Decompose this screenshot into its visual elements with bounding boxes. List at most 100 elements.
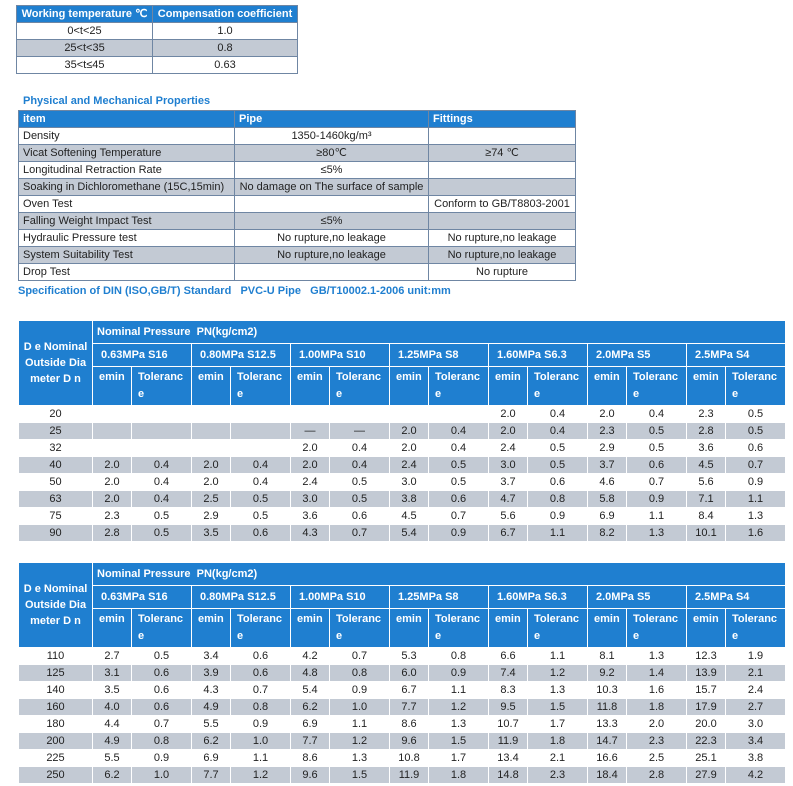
dimension-box: D e Nominal Outside Diameter D n Nominal … [18,320,786,542]
de-cell: 180 [18,715,93,733]
value-cell: 2.7 [92,647,132,665]
value-cell: 1.1 [329,715,390,733]
value-cell: 3.6 [686,439,726,457]
value-cell: 0.6 [230,647,291,665]
value-cell: 0.4 [131,490,192,508]
table-row: 250 6.2 1.0 7.7 1.2 9.6 1.5 11.9 1.8 14.8 2.3 18.4 2… [18,766,786,784]
value-cell: 4.9 [92,732,132,750]
value-cell: 12.3 [686,647,726,665]
value-cell: 0.4 [131,473,192,491]
dimension-table: D e Nominal Outside Diameter D n Nominal … [18,562,786,784]
sub-header: emin [92,608,132,648]
value-cell: 2.8 [686,422,726,440]
value-cell: 2.3 [686,405,726,423]
value-cell: 5.6 [488,507,528,525]
de-header: D e Nominal Outside Diameter D n [18,562,93,648]
value-cell: 2.5 [626,749,687,767]
value-cell: 0.4 [131,456,192,474]
value-cell: 0.6 [131,698,192,716]
value-cell: 0.5 [131,647,192,665]
value-cell: 20.0 [686,715,726,733]
value-cell: 2.0 [290,456,330,474]
value-cell: 3.8 [389,490,429,508]
value-cell: 8.6 [389,715,429,733]
value-cell: 3.6 [290,507,330,525]
value-cell: 5.4 [389,524,429,542]
header-cell: Compensation coefficient [152,5,298,23]
value-cell: 2.1 [725,664,786,682]
value-cell: 0.5 [230,507,291,525]
value-cell: 2.0 [488,422,528,440]
sub-header: Tolerance [527,608,588,648]
sub-header: Tolerance [428,366,489,406]
value-cell: 2.4 [488,439,528,457]
value-cell: 0.6 [131,664,192,682]
header-row: D e Nominal Outside Diameter D n Nominal … [18,320,786,406]
value-cell: 13.9 [686,664,726,682]
value-cell: 0.7 [428,507,489,525]
value-cell: 0.4 [230,456,291,474]
value-cell: 4.3 [290,524,330,542]
class-header: 0.80MPa S12.5 [191,343,291,367]
table-row: Vicat Softening Temperature ≥80℃ ≥74 ℃ [18,144,576,162]
value-cell: 1.2 [230,766,291,784]
value-cell: 0.5 [725,422,786,440]
value-cell: 0.7 [725,456,786,474]
de-cell: 40 [18,456,93,474]
table-row: 25— —2.0 0.4 2.0 0.4 2.3 0.5 2.8 0.5 [18,422,786,440]
value-cell: 2.9 [191,507,231,525]
value-cell: 0.6 [725,439,786,457]
value-cell: 4.6 [587,473,627,491]
class-header: 2.5MPa S4 [686,585,786,609]
de-cell: 225 [18,749,93,767]
value-cell: 0.7 [329,647,390,665]
class-header: 1.25MPa S8 [389,585,489,609]
de-cell: 160 [18,698,93,716]
value-cell: 13.4 [488,749,528,767]
value-cell: 1.2 [329,732,390,750]
value-cell: 6.2 [92,766,132,784]
value-cell: 18.4 [587,766,627,784]
sub-header: Tolerance [329,608,390,648]
value-cell: 10.1 [686,524,726,542]
value-cell: — [290,422,330,440]
table-cell: No rupture [428,263,576,281]
table-cell: 0.8 [152,39,298,57]
value-cell: 1.2 [428,698,489,716]
value-cell: 1.0 [230,732,291,750]
value-cell: 0.9 [428,524,489,542]
value-cell: 7.1 [686,490,726,508]
value-cell: 4.3 [191,681,231,699]
value-cell: 1.0 [131,766,192,784]
class-header: 0.63MPa S16 [92,343,192,367]
value-cell: 0.5 [527,456,588,474]
table-cell [428,178,576,196]
de-cell: 25 [18,422,93,440]
value-cell: 7.4 [488,664,528,682]
value-cell: 7.7 [389,698,429,716]
value-cell: 6.2 [290,698,330,716]
value-cell: 6.9 [191,749,231,767]
sub-header: Tolerance [131,366,192,406]
value-cell: 1.8 [527,732,588,750]
table-row: Density 1350-1460kg/m³ [18,127,576,145]
value-cell [290,405,330,423]
value-cell: 0.5 [527,439,588,457]
sub-header: Tolerance [725,366,786,406]
value-cell: 2.0 [92,456,132,474]
value-cell: 0.4 [428,422,489,440]
table-cell: Vicat Softening Temperature [18,144,235,162]
value-cell [92,439,132,457]
value-cell: 1.1 [626,507,687,525]
table-cell: 0<t<25 [16,22,153,40]
table-row: System Suitability Test No rupture,no lea… [18,246,576,264]
table-row: 32 2.0 0.4 2.0 0.4 2.4 0.5 2.9 0.5 3.6 0.6 [18,439,786,457]
value-cell: 8.1 [587,647,627,665]
value-cell: 1.7 [428,749,489,767]
de-cell: 250 [18,766,93,784]
table-row: 90 2.8 0.5 3.5 0.6 4.3 0.7 5.4 0.9 6.7 1.1 8.2 1.3 10… [18,524,786,542]
value-cell: 1.3 [527,681,588,699]
value-cell: 6.9 [587,507,627,525]
table-cell: Soaking in Dichloromethane (15C,15min) [18,178,235,196]
table-cell [428,127,576,145]
